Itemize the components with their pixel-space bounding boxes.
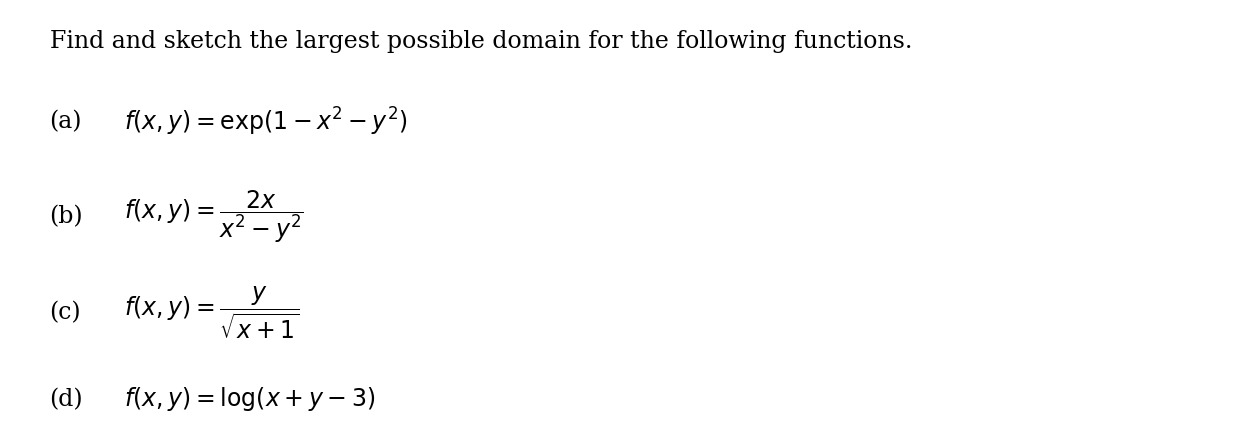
Text: $f(x, y) = \dfrac{2x}{x^2 - y^2}$: $f(x, y) = \dfrac{2x}{x^2 - y^2}$	[124, 189, 304, 245]
Text: (a): (a)	[50, 110, 82, 133]
Text: (c): (c)	[50, 301, 82, 324]
Text: $f(x, y) = \log(x + y - 3)$: $f(x, y) = \log(x + y - 3)$	[124, 385, 376, 413]
Text: $f(x, y) = \exp(1 - x^2 - y^2)$: $f(x, y) = \exp(1 - x^2 - y^2)$	[124, 105, 408, 138]
Text: (b): (b)	[50, 206, 83, 228]
Text: $f(x, y) = \dfrac{y}{\sqrt{x+1}}$: $f(x, y) = \dfrac{y}{\sqrt{x+1}}$	[124, 284, 300, 341]
Text: Find and sketch the largest possible domain for the following functions.: Find and sketch the largest possible dom…	[50, 30, 913, 53]
Text: (d): (d)	[50, 388, 83, 411]
